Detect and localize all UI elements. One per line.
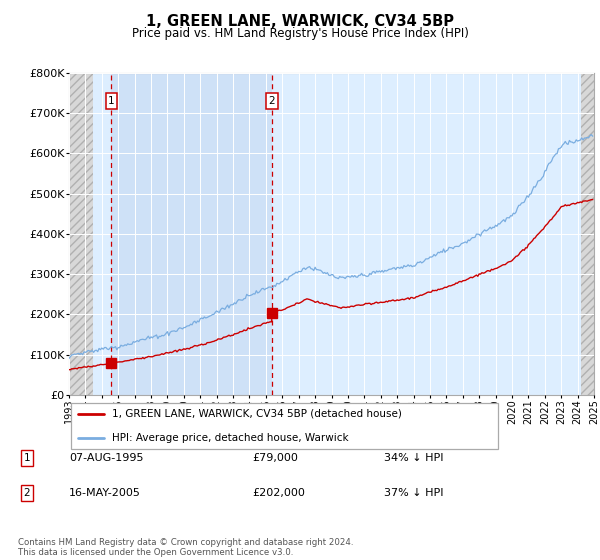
Text: 16-MAY-2005: 16-MAY-2005 <box>69 488 141 498</box>
FancyBboxPatch shape <box>71 404 498 449</box>
Text: 2: 2 <box>269 96 275 106</box>
Bar <box>69 73 93 395</box>
Text: 1, GREEN LANE, WARWICK, CV34 5BP (detached house): 1, GREEN LANE, WARWICK, CV34 5BP (detach… <box>112 409 402 419</box>
Bar <box>112 73 272 395</box>
Text: 1, GREEN LANE, WARWICK, CV34 5BP: 1, GREEN LANE, WARWICK, CV34 5BP <box>146 14 454 29</box>
Text: 07-AUG-1995: 07-AUG-1995 <box>69 453 143 463</box>
Bar <box>581 73 597 395</box>
Text: 1: 1 <box>23 453 31 463</box>
Text: HPI: Average price, detached house, Warwick: HPI: Average price, detached house, Warw… <box>112 433 349 444</box>
Text: 37% ↓ HPI: 37% ↓ HPI <box>384 488 443 498</box>
Text: £79,000: £79,000 <box>252 453 298 463</box>
Text: 34% ↓ HPI: 34% ↓ HPI <box>384 453 443 463</box>
Text: £202,000: £202,000 <box>252 488 305 498</box>
Text: This data is licensed under the Open Government Licence v3.0.: This data is licensed under the Open Gov… <box>18 548 293 557</box>
Text: 1: 1 <box>108 96 115 106</box>
Text: Contains HM Land Registry data © Crown copyright and database right 2024.: Contains HM Land Registry data © Crown c… <box>18 538 353 547</box>
Text: Price paid vs. HM Land Registry's House Price Index (HPI): Price paid vs. HM Land Registry's House … <box>131 27 469 40</box>
Text: 2: 2 <box>23 488 31 498</box>
